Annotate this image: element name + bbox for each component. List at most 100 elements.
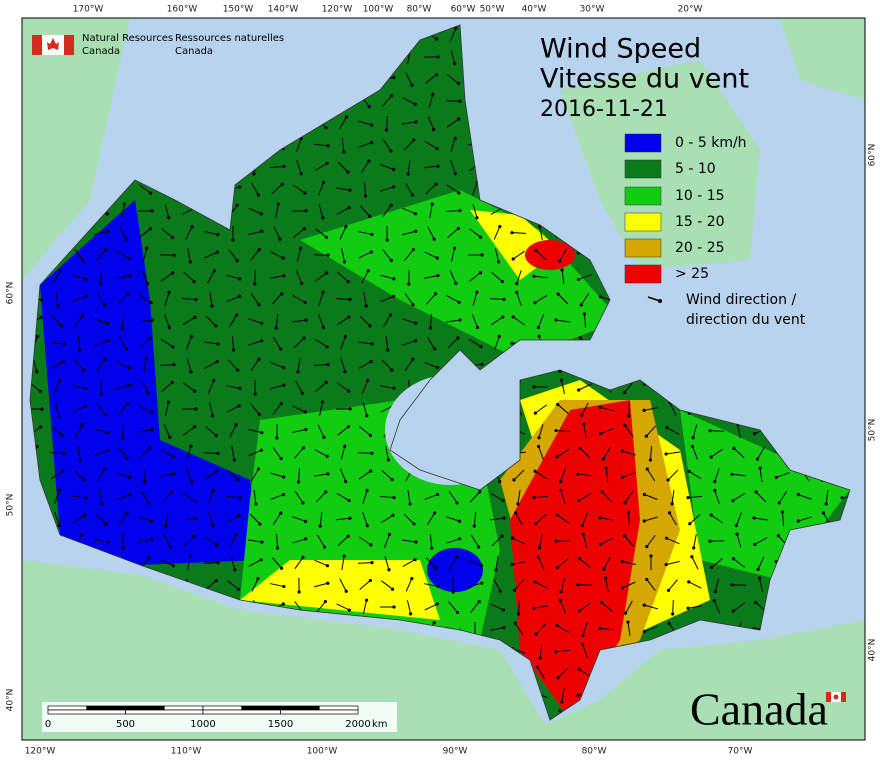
wind-arrow-head: [554, 318, 557, 321]
wind-arrow-head: [624, 612, 627, 615]
wind-arrow-head: [577, 278, 580, 281]
wind-arrow-head: [453, 247, 456, 250]
legend-swatch: [625, 160, 661, 178]
wind-arrow-head: [172, 472, 175, 475]
wind-arrow-head: [599, 432, 602, 435]
wind-arrow-head: [326, 564, 329, 567]
title-fr: Vitesse du vent: [540, 64, 749, 95]
wind-arrow-head: [410, 577, 413, 580]
wind-arrow-head: [282, 366, 285, 369]
wind-arrow-head: [297, 480, 300, 483]
wind-arrow-head: [501, 280, 504, 283]
wind-arrow-head: [392, 387, 395, 390]
wind-arrow-head: [581, 643, 584, 646]
wind-arrow-head: [369, 469, 372, 472]
wind-arrow-head: [536, 665, 539, 668]
wind-arrow-head: [556, 403, 559, 406]
wind-arrow-head: [304, 537, 307, 540]
wind-arrow-head: [253, 282, 256, 285]
wind-arrow-head: [390, 259, 393, 262]
wind-arrow-head: [150, 520, 153, 523]
wind-arrow-head: [497, 260, 500, 263]
wind-arrow-head: [386, 238, 389, 241]
wind-arrow-head: [347, 499, 350, 502]
wind-arrow-head: [104, 413, 107, 416]
wind-arrow-head: [558, 259, 561, 262]
wind-arrow-head: [84, 404, 87, 407]
wind-arrow-head: [212, 489, 215, 492]
wind-arrow-head: [103, 358, 106, 361]
wind-arrow-head: [435, 73, 438, 76]
map-date: 2016-11-21: [540, 97, 668, 122]
wind-arrow-head: [840, 496, 843, 499]
wind-arrow-head: [436, 274, 439, 277]
wind-arrow-head: [457, 191, 460, 194]
wind-arrow-head: [60, 324, 63, 327]
graticule-label: 100°W: [307, 747, 338, 757]
wind-arrow-head: [171, 345, 174, 348]
wind-arrow-head: [602, 568, 605, 571]
wind-arrow-head: [392, 295, 395, 298]
graticule-label: 30°W: [580, 5, 605, 15]
wind-arrow-head: [537, 326, 540, 329]
wind-arrow-head: [215, 543, 218, 546]
wind-arrow-head: [621, 560, 624, 563]
wind-arrow-head: [100, 502, 103, 505]
wind-arrow-head: [389, 204, 392, 207]
wind-arrow-head: [713, 480, 716, 483]
wind-arrow-head: [347, 535, 350, 538]
wind-arrow-head: [189, 445, 192, 448]
wind-arrow-head: [170, 490, 173, 493]
wind-arrow-head: [554, 650, 557, 653]
wind-arrow-head: [326, 455, 329, 458]
wind-arrow-head: [148, 556, 151, 559]
wind-arrow-head: [365, 304, 368, 307]
wind-arrow-head: [146, 282, 149, 285]
wind-arrow-head: [412, 522, 415, 525]
wind-arrow-head: [599, 406, 602, 409]
wind-arrow-head: [149, 191, 152, 194]
wind-arrow-head: [626, 620, 629, 623]
wind-arrow-head: [387, 458, 390, 461]
wind-arrow-head: [515, 282, 518, 285]
wind-arrow-head: [775, 476, 778, 479]
wind-arrow-head: [432, 128, 435, 131]
wind-arrow-head: [436, 493, 439, 496]
scale-segment: [319, 706, 358, 710]
wind-arrow-head: [342, 150, 345, 153]
wind-arrow-head: [825, 502, 828, 505]
wind-arrow-head: [502, 298, 505, 301]
wind-arrow-head: [414, 322, 417, 325]
wind-arrow-head: [57, 414, 60, 417]
wind-arrow-head: [797, 493, 800, 496]
wind-arrow-head: [665, 563, 668, 566]
graticule-label: 50°N: [6, 494, 16, 517]
wind-arrow-head: [325, 236, 328, 239]
wind-arrow-head: [128, 366, 131, 369]
wind-arrow-head: [555, 624, 558, 627]
wind-arrow-head: [436, 55, 439, 58]
wind-arrow-head: [410, 84, 413, 87]
wind-arrow-head: [578, 557, 581, 560]
wind-arrow-head: [348, 206, 351, 209]
scale-segment: [87, 706, 126, 710]
wind-arrow-head: [193, 280, 196, 283]
wind-arrow-head: [583, 312, 586, 315]
wind-arrow-head: [256, 577, 259, 580]
wind-arrow-head: [710, 455, 713, 458]
wind-arrow-head: [435, 147, 438, 150]
graticule-label: 40°W: [522, 5, 547, 15]
scale-label: 1000: [190, 719, 215, 730]
wind-arrow-head: [458, 209, 461, 212]
wind-arrow: [292, 211, 306, 212]
wind-arrow-head: [57, 524, 60, 527]
wind-arrow-head: [343, 260, 346, 263]
graticule-label: 120°W: [25, 747, 56, 757]
scale-segment: [242, 706, 281, 710]
wind-arrow-head: [168, 326, 171, 329]
wind-arrow-head: [216, 251, 219, 254]
wind-arrow-head: [104, 523, 107, 526]
wind-arrow-head: [554, 429, 557, 432]
graticule-label: 60°N: [868, 144, 878, 167]
